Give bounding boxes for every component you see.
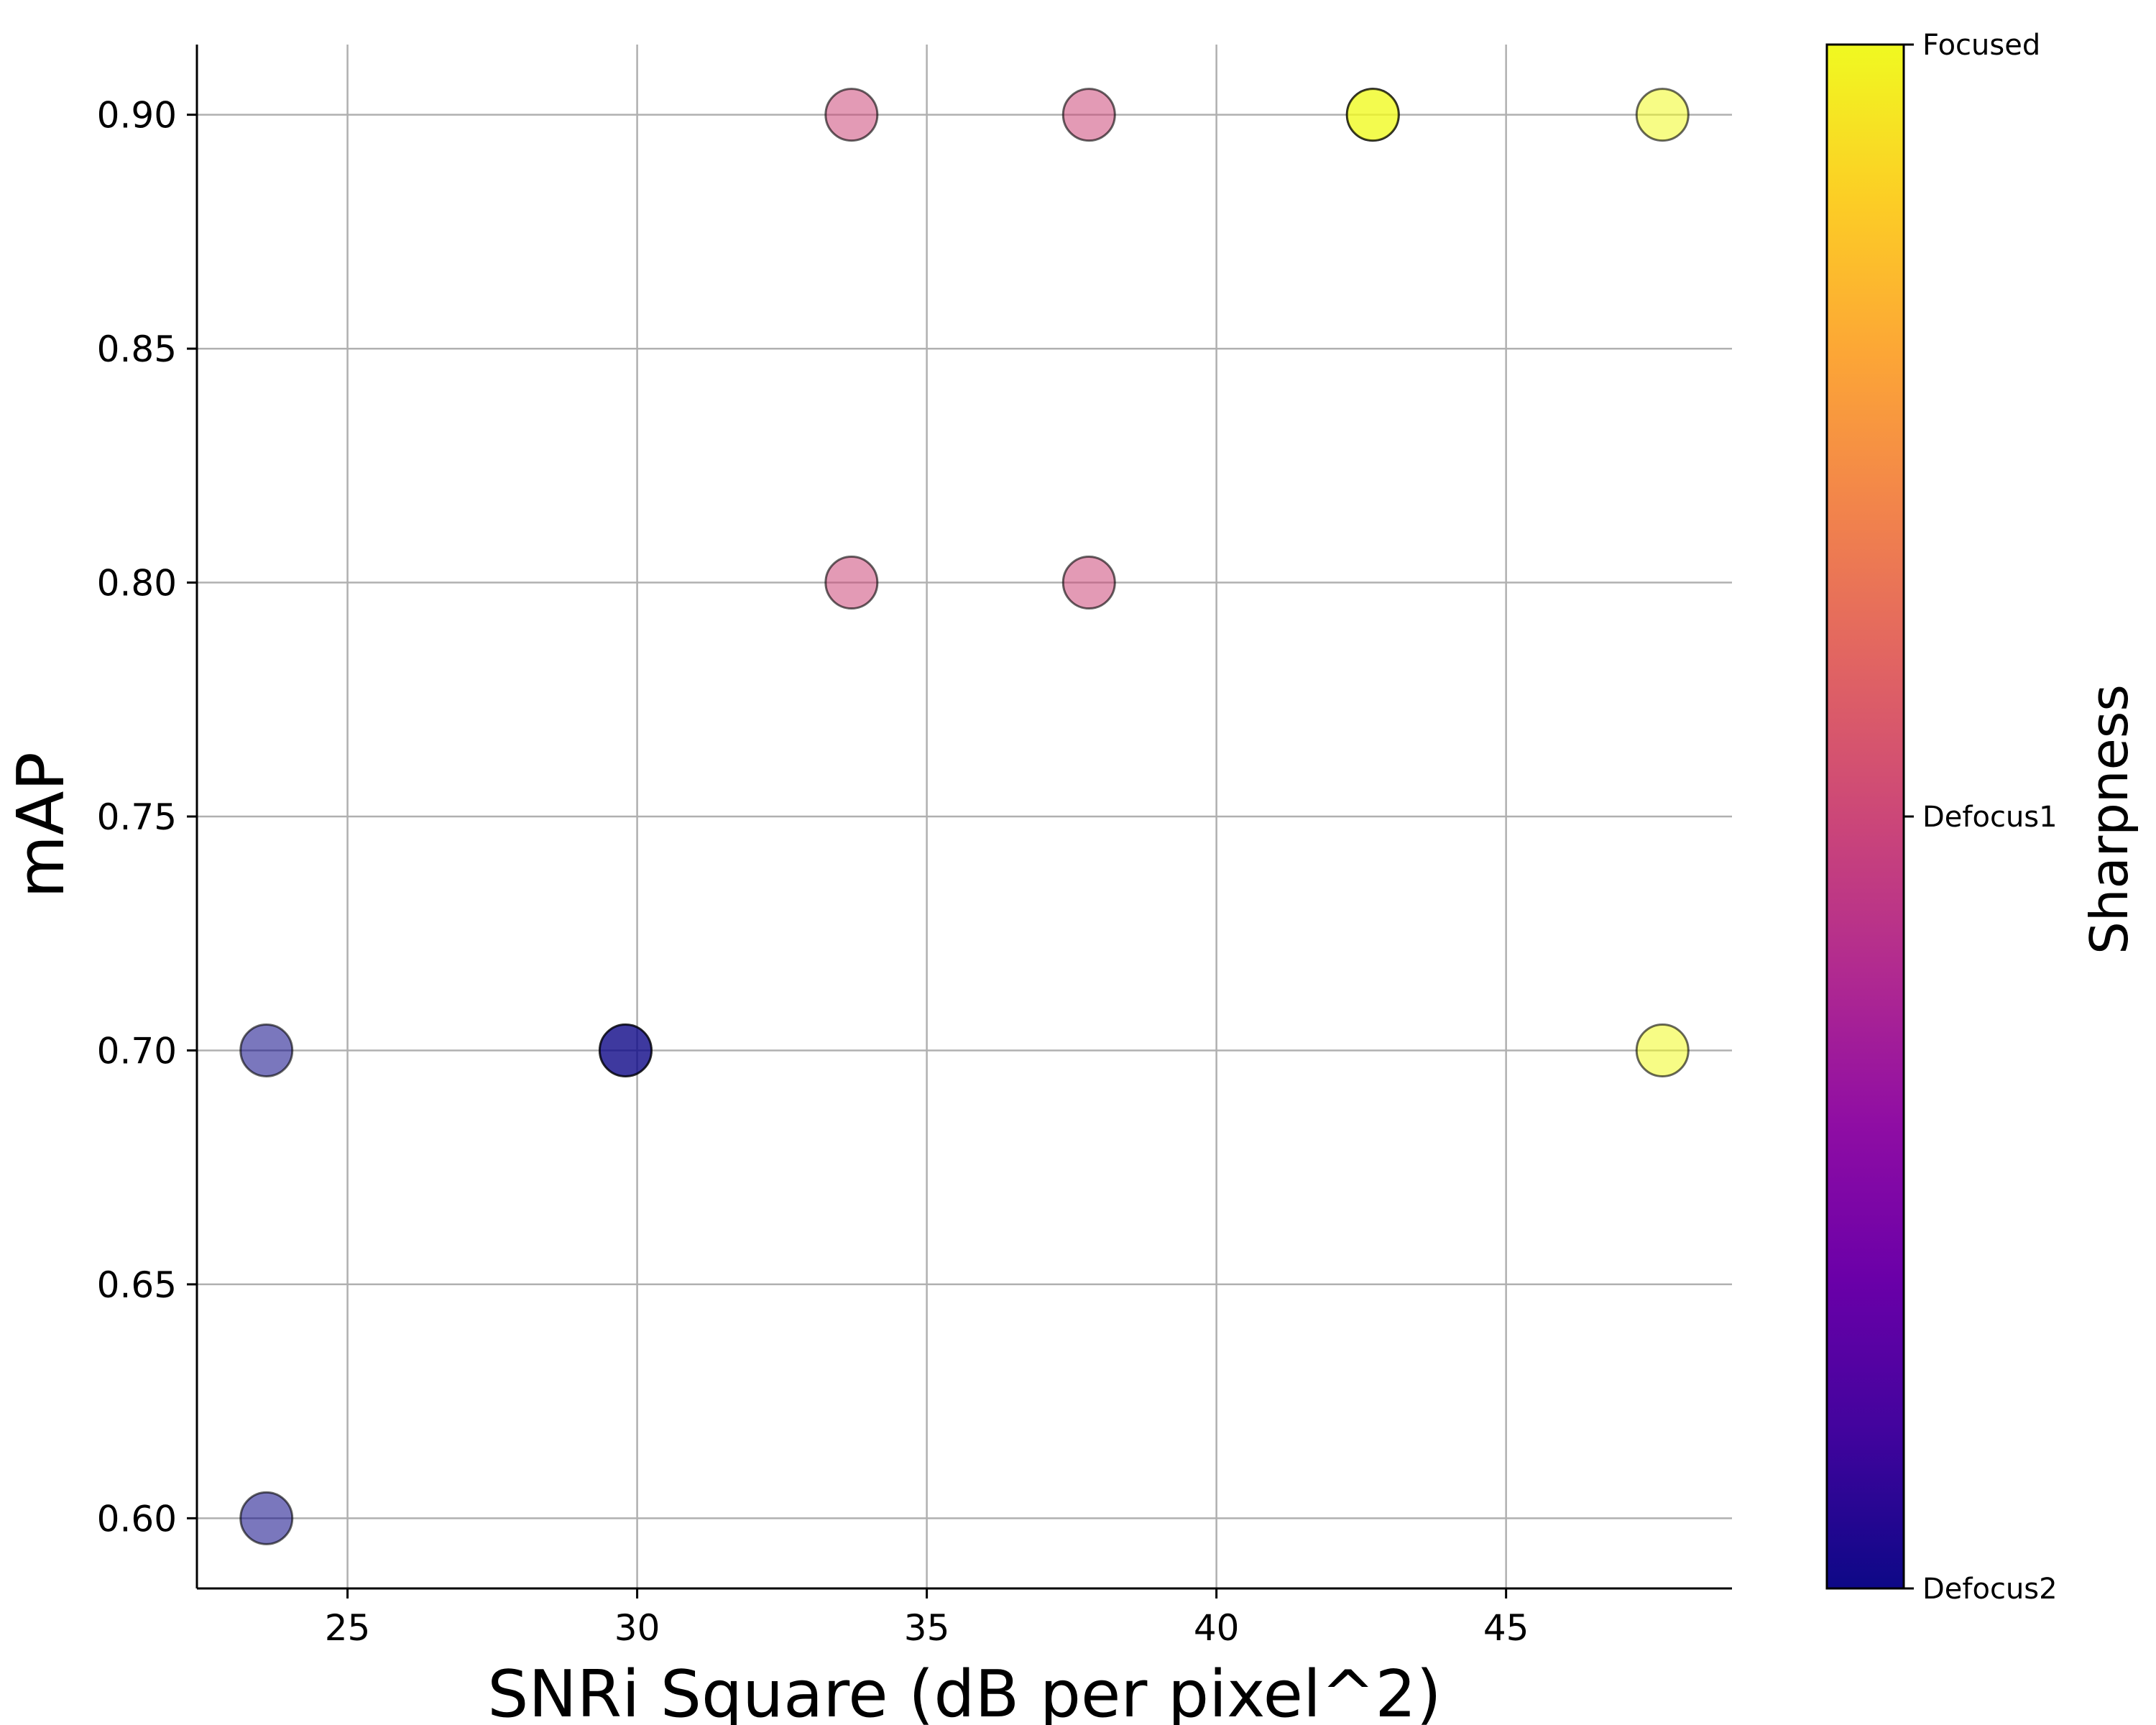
scatter-point [1635, 88, 1690, 142]
scatter-point [1061, 88, 1116, 142]
colorbar-label: Sharpness [2079, 684, 2139, 954]
scatter-point [824, 556, 879, 610]
x-tick-label: 40 [1194, 1607, 1240, 1649]
y-tick-label: 0.85 [97, 328, 177, 370]
y-tick-label: 0.75 [97, 796, 177, 838]
x-axis-label: SNRi Square (dB per pixel^2) [487, 1657, 1442, 1725]
scatter-point [1345, 88, 1400, 142]
y-axis-ticks: 0.60 0.65 0.70 0.75 0.80 0.85 0.90 [97, 95, 197, 1540]
scatter-point [239, 1491, 294, 1545]
colorbar-tick-label: Defocus1 [1922, 801, 2058, 834]
y-tick-label: 0.80 [97, 563, 177, 604]
colorbar-ticks: Defocus2 Defocus1 Focused [1904, 29, 2058, 1606]
scatter-point [824, 88, 879, 142]
x-tick-label: 45 [1483, 1607, 1529, 1649]
x-tick-label: 25 [325, 1607, 371, 1649]
x-tick-label: 30 [614, 1607, 660, 1649]
x-axis-ticks: 25 30 35 40 45 [325, 1588, 1529, 1649]
y-tick-label: 0.65 [97, 1264, 177, 1306]
scatter-point [598, 1023, 653, 1077]
y-tick-label: 0.70 [97, 1030, 177, 1072]
scatter-point [1635, 1023, 1690, 1077]
data-points [239, 88, 1690, 1545]
x-tick-label: 35 [904, 1607, 950, 1649]
scatter-point [239, 1023, 294, 1077]
colorbar-tick-label: Defocus2 [1922, 1573, 2058, 1606]
y-tick-label: 0.60 [97, 1498, 177, 1540]
colorbar: Defocus2 Defocus1 Focused Sharpness [1825, 29, 2139, 1606]
colorbar-gradient [1825, 43, 1905, 1590]
grid-lines [197, 45, 1732, 1588]
y-tick-label: 0.90 [97, 95, 177, 137]
y-axis-label: mAP [4, 752, 79, 898]
scatter-point [1061, 556, 1116, 610]
colorbar-tick-label: Focused [1922, 29, 2040, 62]
